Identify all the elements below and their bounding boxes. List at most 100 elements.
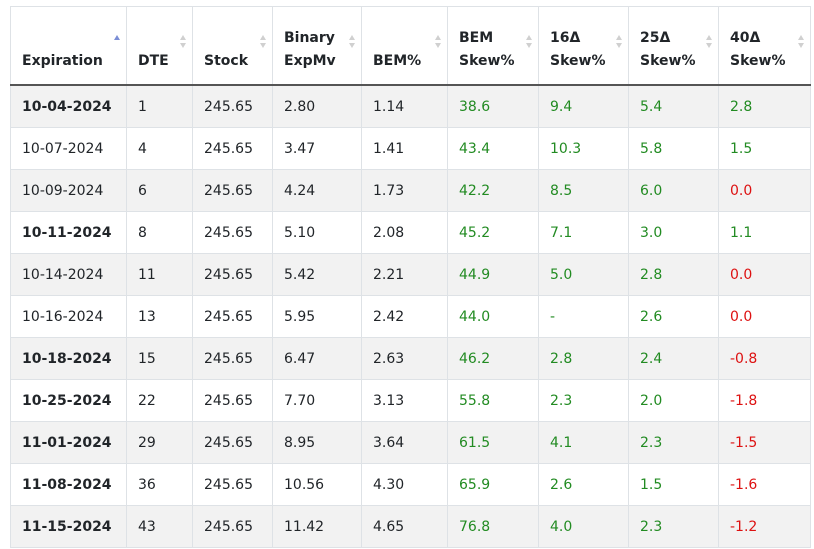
cell-stock: 245.65 — [192, 421, 273, 464]
column-header-label: 40Δ — [730, 30, 761, 46]
cell-stock: 245.65 — [192, 463, 273, 506]
sort-up-arrow-icon — [435, 35, 441, 40]
sort-down-arrow-icon — [260, 43, 266, 48]
cell-dte: 1 — [126, 84, 193, 128]
column-header-label: Skew% — [550, 53, 606, 69]
cell-d40: 2.8 — [718, 84, 811, 128]
cell-bemskew: 55.8 — [447, 379, 539, 422]
cell-binary: 6.47 — [272, 337, 362, 380]
cell-dte: 13 — [126, 295, 193, 338]
cell-bemskew: 44.0 — [447, 295, 539, 338]
cell-bem: 3.64 — [361, 421, 448, 464]
cell-bemskew: 38.6 — [447, 84, 539, 128]
cell-d40: -1.5 — [718, 421, 811, 464]
cell-bem: 4.65 — [361, 505, 448, 548]
column-header-bemskew[interactable]: BEM Skew% — [447, 6, 539, 86]
sort-icon[interactable] — [180, 35, 187, 49]
column-header-label: 25Δ — [640, 30, 671, 46]
cell-stock: 245.65 — [192, 211, 273, 254]
cell-d16: 2.3 — [538, 379, 629, 422]
cell-binary: 10.56 — [272, 463, 362, 506]
cell-bemskew: 65.9 — [447, 463, 539, 506]
cell-d40: 1.5 — [718, 127, 811, 170]
cell-d16: 9.4 — [538, 84, 629, 128]
cell-dte: 22 — [126, 379, 193, 422]
table-row: 10-07-2024 4 245.65 3.47 1.41 43.4 10.3 5.8 1.5 — [10, 127, 811, 170]
sort-icon[interactable] — [798, 35, 805, 49]
cell-bemskew: 61.5 — [447, 421, 539, 464]
table-row: 10-11-2024 8 245.65 5.10 2.08 45.2 7.1 3.0 1.1 — [10, 211, 811, 254]
sort-up-arrow-icon — [798, 35, 804, 40]
sort-down-arrow-icon — [349, 43, 355, 48]
table-header: Expiration DTE Stock Binary ExpMv BEM% BEM Skew… — [10, 6, 811, 86]
column-header-label: BEM% — [373, 53, 422, 69]
cell-bemskew: 46.2 — [447, 337, 539, 380]
sort-icon[interactable] — [526, 35, 533, 49]
header-row: Expiration DTE Stock Binary ExpMv BEM% BEM Skew… — [10, 6, 811, 86]
cell-binary: 5.42 — [272, 253, 362, 296]
cell-dte: 4 — [126, 127, 193, 170]
sort-icon[interactable] — [260, 35, 267, 49]
cell-exp: 11-08-2024 — [10, 463, 127, 506]
column-header-d25[interactable]: 25Δ Skew% — [628, 6, 719, 86]
cell-bem: 2.21 — [361, 253, 448, 296]
cell-stock: 245.65 — [192, 253, 273, 296]
column-header-binary[interactable]: Binary ExpMv — [272, 6, 362, 86]
cell-binary: 2.80 — [272, 84, 362, 128]
sort-icon[interactable] — [435, 35, 442, 49]
sort-icon[interactable] — [616, 35, 623, 49]
table-row: 10-09-2024 6 245.65 4.24 1.73 42.2 8.5 6.0 0.0 — [10, 169, 811, 212]
sort-up-arrow-icon — [260, 35, 266, 40]
cell-exp: 10-04-2024 — [10, 84, 127, 128]
cell-d40: 0.0 — [718, 295, 811, 338]
cell-d16: 5.0 — [538, 253, 629, 296]
table-row: 10-18-2024 15 245.65 6.47 2.63 46.2 2.8 2.4 -0.8 — [10, 337, 811, 380]
cell-d16: 8.5 — [538, 169, 629, 212]
cell-stock: 245.65 — [192, 337, 273, 380]
cell-d25: 2.6 — [628, 295, 719, 338]
cell-d16: 4.0 — [538, 505, 629, 548]
sort-icon[interactable] — [706, 35, 713, 49]
sort-down-arrow-icon — [798, 43, 804, 48]
cell-bem: 4.30 — [361, 463, 448, 506]
sort-down-arrow-icon — [526, 43, 532, 48]
table-row: 10-25-2024 22 245.65 7.70 3.13 55.8 2.3 2.0 -1.8 — [10, 379, 811, 422]
cell-exp: 10-16-2024 — [10, 295, 127, 338]
cell-dte: 11 — [126, 253, 193, 296]
column-header-label: Stock — [204, 53, 249, 69]
column-header-label: Expiration — [22, 53, 103, 69]
table-row: 11-01-2024 29 245.65 8.95 3.64 61.5 4.1 2.3 -1.5 — [10, 421, 811, 464]
cell-d25: 5.8 — [628, 127, 719, 170]
cell-dte: 15 — [126, 337, 193, 380]
sort-down-arrow-icon — [706, 43, 712, 48]
column-header-stock[interactable]: Stock — [192, 6, 273, 86]
cell-bem: 2.08 — [361, 211, 448, 254]
cell-d25: 1.5 — [628, 463, 719, 506]
column-header-dte[interactable]: DTE — [126, 6, 193, 86]
column-header-d40[interactable]: 40Δ Skew% — [718, 6, 811, 86]
cell-binary: 7.70 — [272, 379, 362, 422]
cell-stock: 245.65 — [192, 84, 273, 128]
column-header-d16[interactable]: 16Δ Skew% — [538, 6, 629, 86]
cell-binary: 5.95 — [272, 295, 362, 338]
sort-up-arrow-icon — [180, 35, 186, 40]
cell-exp: 10-11-2024 — [10, 211, 127, 254]
cell-bemskew: 43.4 — [447, 127, 539, 170]
column-header-exp[interactable]: Expiration — [10, 6, 127, 86]
sort-ascending-icon[interactable] — [114, 35, 121, 49]
cell-bemskew: 42.2 — [447, 169, 539, 212]
cell-d25: 3.0 — [628, 211, 719, 254]
sort-down-arrow-icon — [114, 43, 120, 48]
column-header-label: 16Δ — [550, 30, 581, 46]
table-row: 11-15-2024 43 245.65 11.42 4.65 76.8 4.0 2.3 -1.… — [10, 505, 811, 548]
sort-icon[interactable] — [349, 35, 356, 49]
cell-stock: 245.65 — [192, 127, 273, 170]
column-header-bem[interactable]: BEM% — [361, 6, 448, 86]
column-header-label: Binary — [284, 30, 335, 46]
cell-exp: 10-14-2024 — [10, 253, 127, 296]
cell-d25: 2.8 — [628, 253, 719, 296]
expected-move-table-container: Expiration DTE Stock Binary ExpMv BEM% BEM Skew… — [10, 6, 811, 548]
cell-bem: 3.13 — [361, 379, 448, 422]
table-row: 10-04-2024 1 245.65 2.80 1.14 38.6 9.4 5.4 2.8 — [10, 84, 811, 128]
cell-binary: 8.95 — [272, 421, 362, 464]
